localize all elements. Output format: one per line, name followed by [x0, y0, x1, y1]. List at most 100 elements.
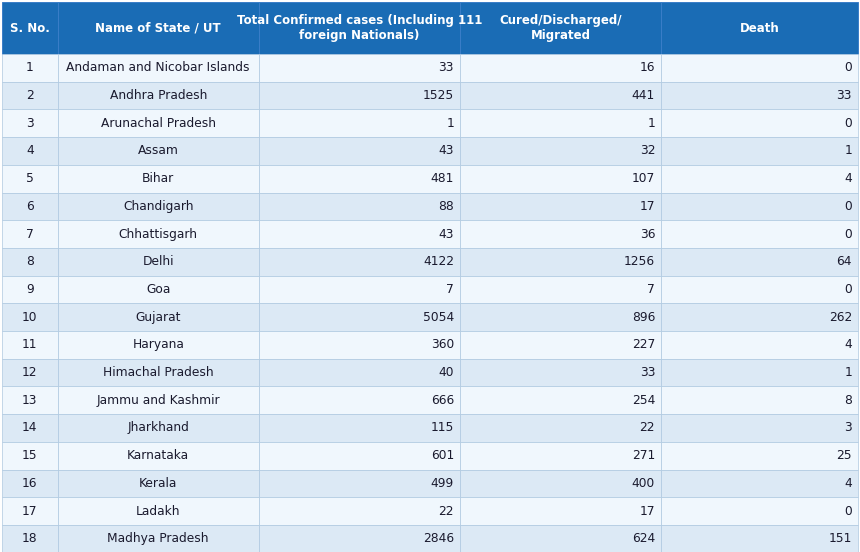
Bar — [58, 359, 259, 386]
Bar — [2, 137, 58, 165]
Bar — [259, 137, 460, 165]
Bar — [661, 109, 858, 137]
Bar — [259, 275, 460, 303]
Text: 22: 22 — [439, 505, 454, 518]
Bar — [460, 497, 661, 525]
Text: Name of State / UT: Name of State / UT — [95, 22, 221, 34]
Text: Gujarat: Gujarat — [136, 311, 181, 323]
Text: Kerala: Kerala — [139, 477, 177, 490]
Text: 10: 10 — [22, 311, 38, 323]
Text: Chandigarh: Chandigarh — [123, 200, 194, 213]
Text: 896: 896 — [632, 311, 655, 323]
Bar — [460, 303, 661, 331]
Bar — [2, 248, 58, 275]
Text: 1: 1 — [648, 117, 655, 130]
Bar — [58, 303, 259, 331]
Bar — [460, 442, 661, 470]
Bar — [460, 109, 661, 137]
Text: 1525: 1525 — [423, 89, 454, 102]
Text: 22: 22 — [640, 421, 655, 434]
Text: 115: 115 — [431, 421, 454, 434]
Text: 0: 0 — [845, 117, 852, 130]
Text: 2846: 2846 — [423, 532, 454, 545]
Bar — [259, 470, 460, 497]
Bar — [259, 386, 460, 414]
Text: 0: 0 — [845, 505, 852, 518]
Bar — [661, 193, 858, 220]
Text: 271: 271 — [632, 449, 655, 462]
Text: 9: 9 — [26, 283, 34, 296]
Bar — [2, 2, 58, 54]
Text: 2: 2 — [26, 89, 34, 102]
Bar — [661, 220, 858, 248]
Bar — [661, 414, 858, 442]
Text: Karnataka: Karnataka — [127, 449, 189, 462]
Bar — [2, 54, 58, 82]
Text: Chhattisgarh: Chhattisgarh — [119, 227, 198, 241]
Text: Goa: Goa — [146, 283, 170, 296]
Bar — [460, 275, 661, 303]
Text: 6: 6 — [26, 200, 34, 213]
Bar — [259, 54, 460, 82]
Text: 1256: 1256 — [624, 255, 655, 268]
Bar — [460, 82, 661, 109]
Bar — [259, 331, 460, 359]
Text: 254: 254 — [632, 394, 655, 407]
Bar — [259, 442, 460, 470]
Text: 0: 0 — [845, 200, 852, 213]
Text: Jharkhand: Jharkhand — [127, 421, 189, 434]
Text: 107: 107 — [632, 172, 655, 185]
Text: Cured/Discharged/
Migrated: Cured/Discharged/ Migrated — [500, 14, 622, 42]
Bar — [460, 165, 661, 193]
Text: 4: 4 — [845, 338, 852, 352]
Text: 499: 499 — [431, 477, 454, 490]
Text: 12: 12 — [22, 366, 38, 379]
Text: 0: 0 — [845, 61, 852, 75]
Bar — [661, 82, 858, 109]
Bar — [58, 2, 259, 54]
Text: 4: 4 — [845, 172, 852, 185]
Text: 624: 624 — [632, 532, 655, 545]
Text: 0: 0 — [845, 283, 852, 296]
Text: Madhya Pradesh: Madhya Pradesh — [108, 532, 209, 545]
Bar — [58, 414, 259, 442]
Bar — [259, 303, 460, 331]
Text: Andhra Pradesh: Andhra Pradesh — [109, 89, 207, 102]
Text: 5054: 5054 — [423, 311, 454, 323]
Text: Andaman and Nicobar Islands: Andaman and Nicobar Islands — [66, 61, 250, 75]
Text: 7: 7 — [26, 227, 34, 241]
Text: 88: 88 — [439, 200, 454, 213]
Bar — [58, 442, 259, 470]
Text: 151: 151 — [829, 532, 852, 545]
Text: 1: 1 — [845, 366, 852, 379]
Text: 7: 7 — [446, 283, 454, 296]
Bar — [58, 386, 259, 414]
Bar — [460, 359, 661, 386]
Bar — [661, 331, 858, 359]
Text: 16: 16 — [640, 61, 655, 75]
Bar — [259, 2, 460, 54]
Text: 64: 64 — [837, 255, 852, 268]
Bar — [58, 109, 259, 137]
Text: 33: 33 — [837, 89, 852, 102]
Text: Total Confirmed cases (Including 111
foreign Nationals): Total Confirmed cases (Including 111 for… — [237, 14, 482, 42]
Text: 8: 8 — [845, 394, 852, 407]
Bar — [259, 165, 460, 193]
Bar — [460, 331, 661, 359]
Bar — [58, 137, 259, 165]
Text: 400: 400 — [632, 477, 655, 490]
Bar — [2, 109, 58, 137]
Bar — [460, 220, 661, 248]
Bar — [661, 442, 858, 470]
Bar — [2, 165, 58, 193]
Bar — [2, 275, 58, 303]
Text: Himachal Pradesh: Himachal Pradesh — [103, 366, 213, 379]
Text: 1: 1 — [446, 117, 454, 130]
Bar — [58, 82, 259, 109]
Text: 3: 3 — [845, 421, 852, 434]
Bar — [460, 248, 661, 275]
Text: 40: 40 — [439, 366, 454, 379]
Bar — [661, 386, 858, 414]
Bar — [259, 109, 460, 137]
Bar — [661, 470, 858, 497]
